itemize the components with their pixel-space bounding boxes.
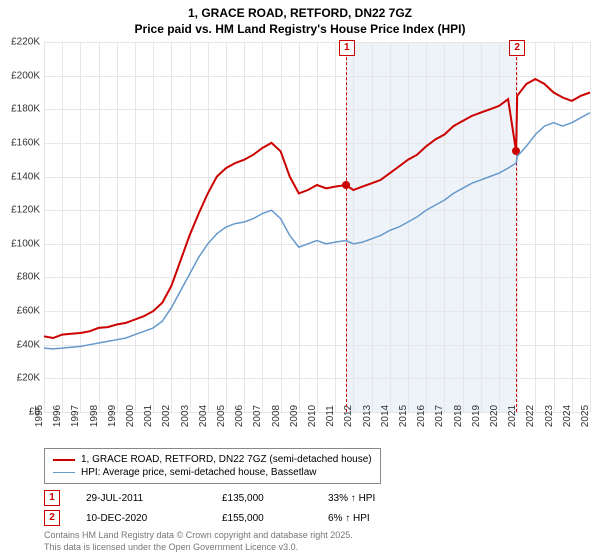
- footer-line2: This data is licensed under the Open Gov…: [44, 542, 564, 554]
- transaction-price: £135,000: [222, 493, 302, 504]
- transaction-marker-box: 2: [44, 510, 60, 526]
- transaction-date: 29-JUL-2011: [86, 493, 196, 504]
- transaction-row: 1 29-JUL-2011 £135,000 33% ↑ HPI: [44, 490, 564, 506]
- legend: 1, GRACE ROAD, RETFORD, DN22 7GZ (semi-d…: [44, 448, 381, 484]
- y-tick-label: £160K: [11, 137, 40, 148]
- chart-container: 1, GRACE ROAD, RETFORD, DN22 7GZ Price p…: [0, 0, 600, 560]
- legend-swatch: [53, 459, 75, 461]
- y-tick-label: £120K: [11, 205, 40, 216]
- chart-lines: [44, 42, 590, 412]
- transaction-delta: 6% ↑ HPI: [328, 513, 370, 524]
- series-line: [44, 113, 590, 349]
- y-tick-label: £20K: [17, 373, 40, 384]
- transaction-marker-box: 1: [44, 490, 60, 506]
- y-tick-label: £140K: [11, 171, 40, 182]
- transaction-date: 10-DEC-2020: [86, 513, 196, 524]
- y-tick-label: £100K: [11, 238, 40, 249]
- legend-row: HPI: Average price, semi-detached house,…: [53, 466, 372, 479]
- y-tick-label: £80K: [17, 272, 40, 283]
- title-block: 1, GRACE ROAD, RETFORD, DN22 7GZ Price p…: [0, 0, 600, 37]
- chart-area: £0£20K£40K£60K£80K£100K£120K£140K£160K£1…: [44, 42, 590, 412]
- y-tick-label: £200K: [11, 70, 40, 81]
- y-tick-label: £60K: [17, 306, 40, 317]
- footer-text: Contains HM Land Registry data © Crown c…: [44, 530, 564, 553]
- title-line2: Price paid vs. HM Land Registry's House …: [0, 22, 600, 38]
- legend-label: HPI: Average price, semi-detached house,…: [81, 467, 317, 478]
- legend-row: 1, GRACE ROAD, RETFORD, DN22 7GZ (semi-d…: [53, 453, 372, 466]
- title-line1: 1, GRACE ROAD, RETFORD, DN22 7GZ: [0, 6, 600, 22]
- transaction-row: 2 10-DEC-2020 £155,000 6% ↑ HPI: [44, 510, 564, 526]
- y-tick-label: £180K: [11, 104, 40, 115]
- series-line: [44, 79, 590, 338]
- footer-line1: Contains HM Land Registry data © Crown c…: [44, 530, 564, 542]
- legend-swatch: [53, 472, 75, 474]
- transaction-notes: 1 29-JUL-2011 £135,000 33% ↑ HPI 2 10-DEC-202…: [44, 490, 564, 553]
- gridline-vertical: [590, 42, 591, 412]
- transaction-price: £155,000: [222, 513, 302, 524]
- transaction-delta: 33% ↑ HPI: [328, 493, 375, 504]
- y-tick-label: £40K: [17, 339, 40, 350]
- legend-label: 1, GRACE ROAD, RETFORD, DN22 7GZ (semi-d…: [81, 454, 372, 465]
- y-tick-label: £220K: [11, 37, 40, 48]
